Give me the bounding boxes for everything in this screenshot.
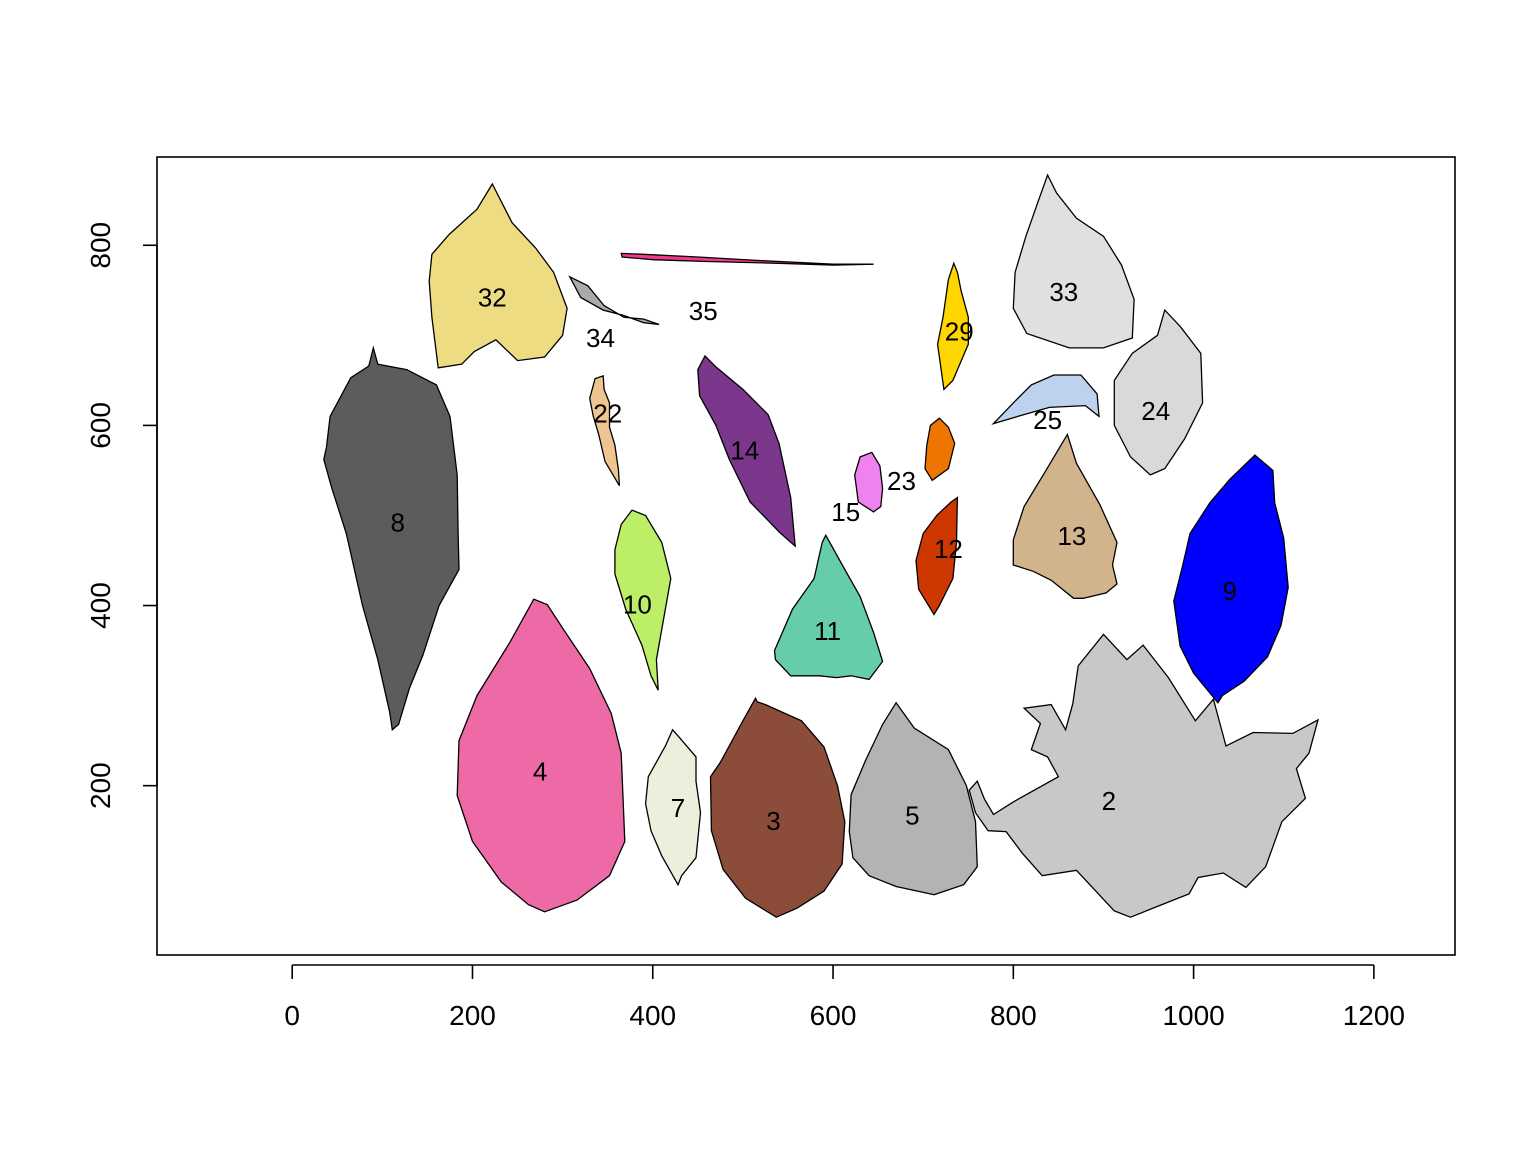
leaf-label-2: 2: [1102, 786, 1116, 816]
leaf-shape-26: [924, 417, 956, 482]
leaf-label-23: 23: [887, 466, 916, 496]
leaf-label-10: 10: [623, 590, 652, 620]
leaf-shape-7: [644, 728, 702, 887]
leaf-label-24: 24: [1141, 396, 1170, 426]
leaf-shape-9: [1173, 454, 1289, 704]
leaf-shape-22: [589, 375, 621, 487]
x-tick-label: 400: [629, 1000, 676, 1031]
leaf-shape-3: [709, 696, 846, 918]
leaf-shape-5: [848, 701, 978, 896]
leaf-label-5: 5: [905, 800, 919, 830]
leaf-shape-23: [854, 451, 884, 513]
leaf-label-4: 4: [533, 756, 547, 786]
leaf-label-14: 14: [730, 436, 759, 466]
leaf-shape-8: [323, 345, 460, 732]
leaf-shape-13: [1012, 432, 1118, 599]
x-tick-label: 600: [810, 1000, 857, 1031]
leaf-label-8: 8: [390, 508, 404, 538]
leaf-shape-14: [697, 354, 796, 548]
x-tick-label: 1000: [1162, 1000, 1224, 1031]
leaf-shape-11: [773, 533, 884, 681]
leaf-label-15: 15: [831, 497, 860, 527]
x-tick-label: 200: [449, 1000, 496, 1031]
leaf-label-32: 32: [478, 283, 507, 313]
y-tick-label: 600: [85, 402, 116, 449]
leaf-shapes: [323, 173, 1320, 918]
leaf-label-34: 34: [586, 323, 615, 353]
leaf-label-7: 7: [671, 793, 685, 823]
leaf-shape-32: [428, 182, 568, 369]
leaf-shape-10: [614, 509, 672, 691]
x-axis: 0 200 400 600 800 1000 1200: [284, 964, 1405, 1031]
leaf-shape-4: [456, 598, 626, 913]
leaf-label-22: 22: [593, 399, 622, 429]
leaf-shape-29: [936, 261, 969, 391]
leaf-label-3: 3: [766, 806, 780, 836]
leaf-label-25: 25: [1033, 405, 1062, 435]
y-tick-label: 800: [85, 222, 116, 269]
leaf-shape-34: [568, 275, 660, 326]
leaf-shape-33: [1012, 173, 1135, 349]
leaf-label-12: 12: [934, 534, 963, 564]
x-tick-label: 0: [284, 1000, 300, 1031]
y-tick-label: 400: [85, 582, 116, 629]
y-tick-label: 200: [85, 762, 116, 809]
y-axis: 200 400 600 800: [85, 222, 158, 809]
leaf-shape-25: [991, 374, 1100, 425]
x-tick-label: 1200: [1343, 1000, 1405, 1031]
leaf-label-35: 35: [689, 296, 718, 326]
leaf-label-9: 9: [1222, 576, 1236, 606]
leaf-label-11: 11: [814, 616, 841, 646]
leaf-shape-2: [968, 633, 1320, 918]
leaf-label-13: 13: [1057, 521, 1086, 551]
leaf-shape-12: [915, 496, 959, 616]
leaf-label-33: 33: [1049, 277, 1078, 307]
leaf-label-29: 29: [945, 317, 974, 347]
x-tick-label: 800: [990, 1000, 1037, 1031]
leaf-shape-24: [1113, 308, 1204, 476]
leaf-shape-35: [620, 252, 874, 266]
